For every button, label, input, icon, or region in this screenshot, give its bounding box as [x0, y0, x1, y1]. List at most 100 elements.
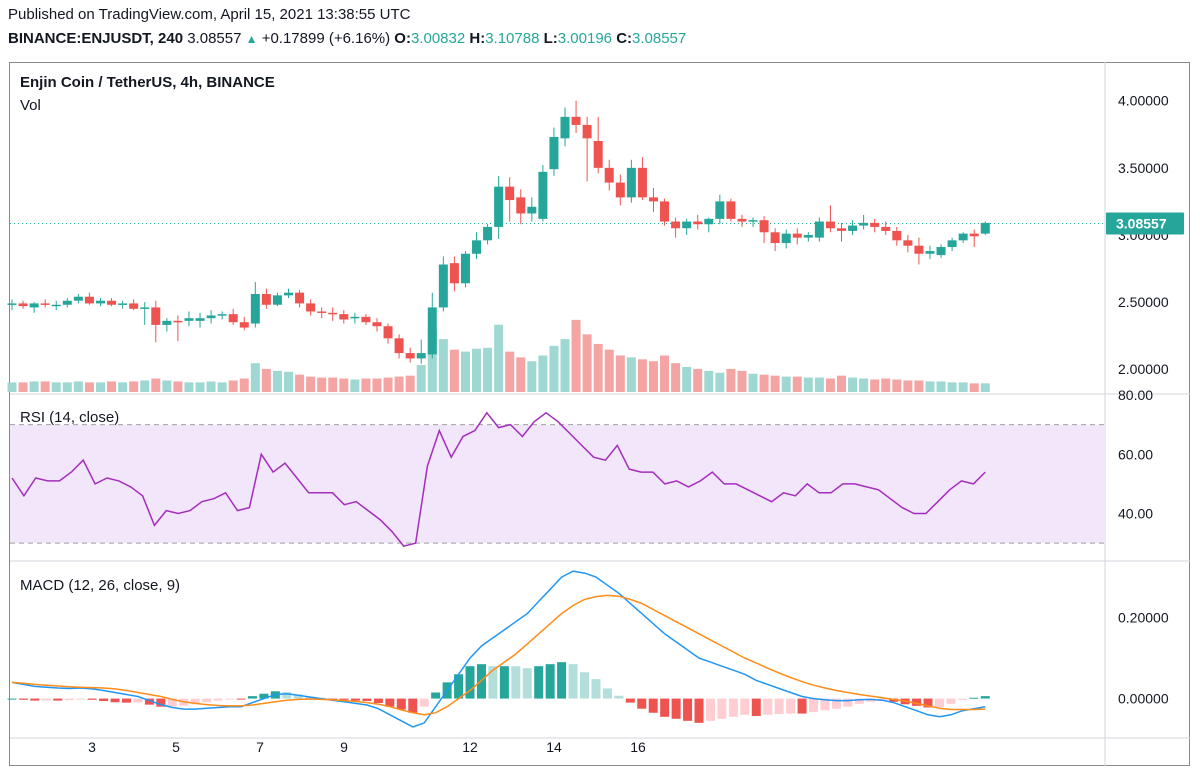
volume-bar [372, 378, 382, 392]
price-axis-tick-label: 2.00000 [1118, 361, 1169, 377]
low-label: L: [543, 30, 558, 47]
macd-histogram-bar [980, 696, 990, 699]
macd-histogram-bar [144, 698, 154, 705]
volume-bar [261, 368, 271, 392]
volume-bar [7, 382, 17, 392]
macd-histogram-bar [522, 668, 532, 699]
macd-histogram-bar [122, 698, 132, 703]
macd-histogram-bar [568, 664, 578, 699]
candle-body [328, 312, 338, 315]
candle-body [73, 296, 83, 301]
macd-histogram-bar [602, 688, 612, 699]
macd-histogram-bar [293, 694, 303, 699]
macd-histogram-bar [213, 698, 223, 701]
volume-bar [980, 383, 990, 392]
candle-body [151, 307, 161, 325]
candle-body [660, 201, 670, 222]
last-price-tag-label: 3.08557 [1116, 215, 1167, 231]
volume-bar [947, 382, 957, 392]
volume-bar [217, 382, 227, 392]
candle-body [95, 300, 105, 304]
symbol-label: BINANCE:ENJUSDT, 240 [8, 30, 184, 47]
symbol-ohlc-bar: BINANCE:ENJUSDT, 240 3.08557 ▲ +0.17899 … [8, 30, 686, 47]
candle-body [516, 197, 526, 214]
macd-histogram-bar [946, 698, 956, 704]
macd-histogram-bar [236, 698, 246, 700]
time-axis-tick-label: 7 [256, 739, 264, 755]
low-value: 3.00196 [557, 30, 613, 47]
macd-histogram-bar [30, 698, 40, 701]
candle-body [394, 338, 404, 354]
candle-body [107, 300, 117, 305]
volume-bar [107, 381, 117, 392]
macd-histogram-bar [41, 698, 51, 701]
candles [7, 100, 990, 364]
candle-body [438, 264, 448, 308]
macd-histogram-bar [637, 698, 647, 709]
candle-body [969, 233, 979, 237]
volume-bar [693, 368, 703, 392]
volume-bar [328, 377, 338, 392]
volume-bar [151, 378, 161, 392]
candle-body [206, 315, 216, 319]
volume-bar [239, 378, 249, 392]
candle-body [947, 240, 957, 248]
volume-bar [272, 370, 282, 392]
time-axis-tick-label: 12 [462, 739, 478, 755]
axes: 4.000003.500003.000002.500002.0000080.00… [88, 93, 1184, 755]
volume-bar [129, 381, 139, 392]
candle-body [129, 303, 139, 309]
candle-body [140, 307, 150, 309]
candle-body [239, 322, 249, 328]
candle-body [350, 316, 360, 319]
macd-histogram-bar [774, 698, 784, 714]
candle-body [261, 294, 271, 305]
macd-histogram-bar [76, 698, 86, 700]
volume-bar [295, 374, 305, 392]
time-axis-tick-label: 16 [630, 739, 646, 755]
volume-bar [770, 375, 780, 392]
candle-body [118, 303, 128, 305]
macd-histogram-bar [866, 698, 876, 702]
candle-body [383, 326, 393, 339]
candle-body [472, 240, 482, 254]
macd-histogram-bar [660, 698, 670, 717]
macd-histogram-bar [717, 698, 727, 719]
candle-body [18, 303, 28, 307]
macd-histogram-bar [7, 698, 17, 700]
candle-body [571, 116, 581, 125]
volume-bar [527, 361, 537, 392]
volume-bar [803, 377, 813, 392]
volume-bar [95, 382, 105, 392]
volume-bar [416, 365, 426, 392]
volume-bar [140, 380, 150, 392]
macd-histogram-bar [419, 698, 429, 707]
candle-body [648, 197, 658, 202]
macd-histogram-bar [934, 698, 944, 708]
macd-histogram-bar [751, 698, 761, 716]
volume-bar [582, 334, 592, 392]
candle-body [925, 251, 935, 254]
volume-bar [195, 382, 205, 392]
volume-bar [162, 380, 172, 392]
candle-body [770, 232, 780, 244]
macd-histogram-bar [156, 698, 166, 707]
candle-body [29, 303, 39, 308]
candle-body [803, 234, 813, 238]
macd-histogram-bar [225, 698, 235, 700]
candle-body [914, 245, 924, 254]
volume-bar [682, 367, 692, 392]
candle-body [726, 201, 736, 219]
volume-bar [704, 370, 714, 392]
volume-bar [250, 363, 260, 392]
volume-bar [881, 378, 891, 392]
candle-body [626, 167, 636, 198]
open-value: 3.00832 [410, 30, 466, 47]
close-label: C: [616, 30, 633, 47]
candle-body [162, 320, 172, 325]
macd-axis-tick-label: 0.00000 [1118, 691, 1169, 707]
candle-body [671, 221, 681, 229]
macd-histogram-bar [133, 698, 143, 703]
volume-bar [925, 381, 935, 392]
